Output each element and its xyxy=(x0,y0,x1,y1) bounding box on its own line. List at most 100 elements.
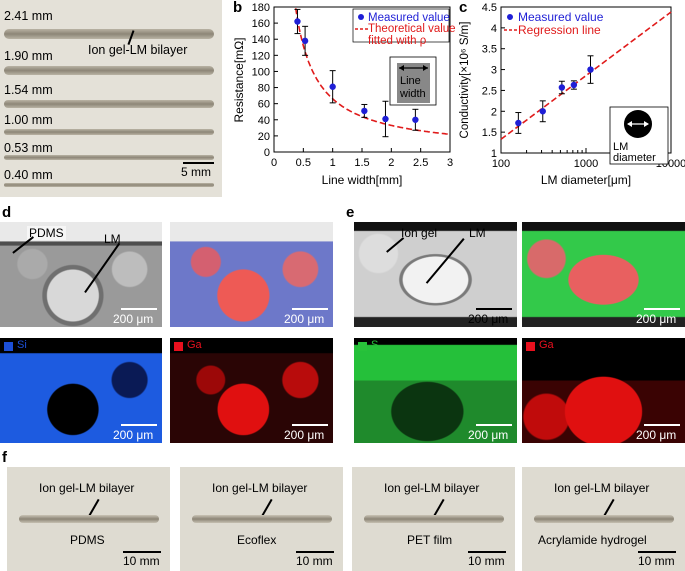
inset-arrowhead xyxy=(644,121,649,127)
legend-fit-2: fitted with ρ xyxy=(368,35,427,47)
scale-text: 200 μm xyxy=(468,312,509,326)
fit-curve xyxy=(294,8,450,135)
legend-measured: Measured value xyxy=(518,10,604,24)
panel-label-c: c xyxy=(459,0,468,16)
scale-text: 200 μm xyxy=(468,428,509,442)
legend-measured: Measured value xyxy=(368,12,450,24)
scale-bar xyxy=(644,308,680,310)
data-point xyxy=(361,107,368,115)
scale-bar xyxy=(644,424,680,426)
legend-fit-1: Theoretical value xyxy=(368,23,456,35)
scale-bar xyxy=(476,424,512,426)
y-tick-label: 3 xyxy=(491,65,497,77)
width-label: 0.40 mm xyxy=(4,168,53,182)
annotation-pointer xyxy=(603,498,615,517)
y-tick-label: 2 xyxy=(491,106,497,118)
substrate-label: PET film xyxy=(407,533,453,547)
sem-overlay-pdms: 200 μm xyxy=(170,222,333,327)
pointer-line xyxy=(12,236,34,254)
inset-arrowhead xyxy=(627,121,632,127)
y-tick-label: 2.5 xyxy=(482,85,497,97)
scale-bar xyxy=(638,551,676,553)
data-point xyxy=(570,81,578,89)
data-point xyxy=(539,108,546,115)
inset-label-2: width xyxy=(399,88,426,100)
photo-ecoflex: Ion gel-LM bilayer Ecoflex 10 mm xyxy=(180,467,343,571)
data-point xyxy=(558,84,566,91)
data-point xyxy=(587,66,594,73)
y-tick-label: 1.5 xyxy=(482,127,497,139)
width-label: 1.90 mm xyxy=(4,49,53,63)
x-tick-label: 1 xyxy=(330,157,336,169)
bilayer-strip xyxy=(192,515,332,523)
scale-text: 10 mm xyxy=(123,554,160,568)
label-pdms: PDMS xyxy=(27,226,66,240)
legend-marker-measured xyxy=(358,14,364,20)
x-tick-label: 0 xyxy=(271,157,277,169)
substrate-label: Acrylamide hydrogel xyxy=(538,533,647,547)
panel-label-e: e xyxy=(346,204,355,221)
substrate-label: PDMS xyxy=(70,533,105,547)
element-label-si: Si xyxy=(17,339,27,351)
scale-text: 200 μm xyxy=(113,312,154,326)
x-tick-label: 2.5 xyxy=(413,157,428,169)
legend-marker-measured xyxy=(507,14,513,20)
inset-label-1: Line xyxy=(400,75,421,87)
bilayer-strip xyxy=(4,29,214,39)
panel-label-b: b xyxy=(233,0,243,16)
y-tick-label: 140 xyxy=(252,34,270,46)
x-tick-label: 1.5 xyxy=(354,157,369,169)
width-label: 1.54 mm xyxy=(4,83,53,97)
photo-pet: Ion gel-LM bilayer PET film 10 mm xyxy=(352,467,515,571)
data-point xyxy=(382,115,389,123)
data-point xyxy=(329,83,336,90)
label-lm: LM xyxy=(469,226,486,240)
panel-label-d: d xyxy=(2,204,12,221)
pointer-line xyxy=(84,242,120,293)
x-axis-label: Line width[mm] xyxy=(322,173,403,187)
y-tick-label: 120 xyxy=(252,50,270,62)
inset-label-2: diameter xyxy=(613,152,656,164)
scale-bar xyxy=(292,308,328,310)
x-axis-label: LM diameter[μm] xyxy=(541,173,631,187)
inset-label-1: LM xyxy=(613,141,628,153)
regression-line xyxy=(500,11,672,140)
y-tick-label: 1 xyxy=(491,148,497,160)
scale-bar xyxy=(296,551,334,553)
data-point xyxy=(515,119,522,127)
inset-arrowhead xyxy=(399,65,404,71)
scale-bar xyxy=(121,308,157,310)
bilayer-strip xyxy=(4,183,214,187)
legend-regression: Regression line xyxy=(518,23,601,37)
bilayer-annotation: Ion gel-LM bilayer xyxy=(212,481,308,495)
inset-arrowhead xyxy=(423,65,428,71)
eds-map-si: Si 200 μm xyxy=(0,338,162,443)
bilayer-strip xyxy=(19,515,159,523)
y-tick-label: 80 xyxy=(258,83,270,95)
scale-text: 10 mm xyxy=(638,554,675,568)
color-chip-s xyxy=(358,342,367,351)
scale-bar xyxy=(183,162,214,164)
bilayer-strip xyxy=(534,515,674,523)
color-chip-si xyxy=(4,342,13,351)
bilayer-strip xyxy=(4,155,214,160)
y-tick-label: 20 xyxy=(258,131,270,143)
eds-map-s: S 200 μm xyxy=(354,338,517,443)
pointer-line xyxy=(425,238,465,284)
element-label-ga: Ga xyxy=(539,339,554,351)
data-point xyxy=(301,37,309,45)
photo-hydrogel: Ion gel-LM bilayer Acrylamide hydrogel 1… xyxy=(522,467,685,571)
y-tick-label: 40 xyxy=(258,115,270,127)
scale-text: 200 μm xyxy=(284,428,325,442)
scale-text: 200 μm xyxy=(284,312,325,326)
photo-line-widths: 2.41 mm 1.90 mm 1.54 mm 1.00 mm 0.53 mm … xyxy=(0,0,222,197)
width-label: 1.00 mm xyxy=(4,113,53,127)
bilayer-annotation: Ion gel-LM bilayer xyxy=(88,43,188,57)
label-lm: LM xyxy=(104,232,121,246)
scale-bar xyxy=(468,551,506,553)
annotation-pointer xyxy=(261,498,273,517)
bilayer-annotation: Ion gel-LM bilayer xyxy=(384,481,480,495)
scale-text: 10 mm xyxy=(296,554,333,568)
legend-box xyxy=(352,8,450,43)
panel-label-f: f xyxy=(2,449,7,466)
